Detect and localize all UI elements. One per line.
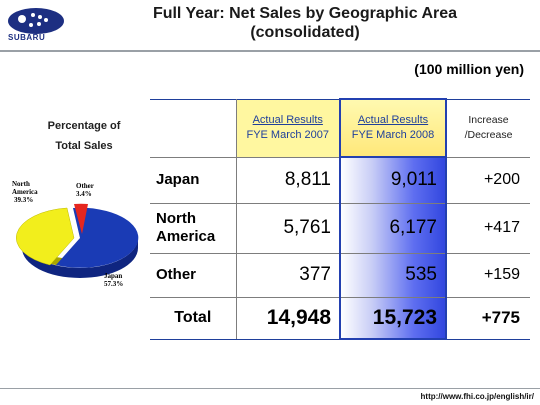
row-label-north-america-line-1: North <box>156 210 196 227</box>
pie-title-line-2: Total Sales <box>55 140 113 152</box>
table-row: Japan 8,811 9,011 +200 <box>150 156 530 204</box>
column-header-increase-line-1: Increase <box>468 114 509 126</box>
cell-2007-japan: 8,811 <box>235 156 341 204</box>
column-header-increase: Increase /Decrease <box>445 98 530 158</box>
title-line-1: Full Year: Net Sales by Geographic Area <box>152 5 458 22</box>
cell-increase-other: +159 <box>445 252 530 298</box>
row-label-north-america-line-2: America <box>156 228 216 245</box>
row-label-japan: Japan <box>150 156 237 204</box>
table-header-row: Actual Results FYE March 2007 Actual Res… <box>150 98 530 158</box>
cell-2007-other: 377 <box>235 252 341 298</box>
page-title: Full Year: Net Sales by Geographic Area … <box>70 4 540 42</box>
pie-label-other-2: 3.4% <box>76 190 92 198</box>
unit-label: (100 million yen) <box>414 61 524 77</box>
pie-label-north-america-1: North <box>12 180 30 188</box>
pie-title-line-1: Percentage of <box>47 120 121 132</box>
pie-label-japan-1: Japan <box>104 272 122 280</box>
row-label-total: Total <box>150 296 237 340</box>
slide-header: SUBARU Full Year: Net Sales by Geographi… <box>0 0 540 48</box>
cell-2008-total: 15,723 <box>339 296 447 340</box>
column-header-fye-2007: Actual Results FYE March 2007 <box>235 98 341 158</box>
column-header-fye-2008-line-2: FYE March 2008 <box>351 129 435 141</box>
subaru-logo-icon <box>8 8 64 34</box>
pie-label-north-america-3: 39.3% <box>14 196 33 204</box>
pie-label-other-1: Other <box>76 182 94 190</box>
brand-wordmark: SUBARU <box>8 33 46 42</box>
table-row: Other 377 535 +159 <box>150 252 530 298</box>
cell-2008-north-america: 6,177 <box>339 202 447 254</box>
row-label-other: Other <box>150 252 237 298</box>
cell-increase-north-america: +417 <box>445 202 530 254</box>
cell-2007-north-america: 5,761 <box>235 202 341 254</box>
cell-2008-other: 535 <box>339 252 447 298</box>
cell-increase-japan: +200 <box>445 156 530 204</box>
column-header-increase-line-2: /Decrease <box>464 129 513 141</box>
cell-increase-total: +775 <box>445 296 530 340</box>
sales-pie-chart: North America 39.3% Other 3.4% Japan 57.… <box>12 180 139 288</box>
column-header-fye-2007-line-1: Actual Results <box>252 114 323 126</box>
footer-url: http://www.fhi.co.jp/english/ir/ <box>420 392 534 401</box>
pie-slice-japan <box>56 207 139 268</box>
pie-title: Percentage of Total Sales <box>24 116 144 156</box>
pie-slice-other <box>74 203 88 234</box>
pie-side-japan <box>22 238 138 278</box>
sales-table: Actual Results FYE March 2007 Actual Res… <box>150 98 530 340</box>
header-divider <box>0 50 540 52</box>
cell-2007-total: 14,948 <box>235 296 341 340</box>
table-row: North America 5,761 6,177 +417 <box>150 202 530 254</box>
cell-2008-japan: 9,011 <box>339 156 447 204</box>
column-header-fye-2008: Actual Results FYE March 2008 <box>339 98 447 158</box>
pie-label-japan-2: 57.3% <box>104 280 123 288</box>
column-header-fye-2008-line-1: Actual Results <box>357 114 429 126</box>
table-total-row: Total 14,948 15,723 +775 <box>150 296 530 340</box>
footer-divider <box>0 388 540 389</box>
pie-label-north-america-2: America <box>12 188 38 196</box>
row-label-north-america: North America <box>150 202 237 254</box>
title-line-2: (consolidated) <box>250 24 360 41</box>
table-header-empty <box>150 98 237 158</box>
pie-slice-north-america <box>16 207 75 266</box>
column-header-fye-2007-line-2: FYE March 2007 <box>246 129 330 141</box>
